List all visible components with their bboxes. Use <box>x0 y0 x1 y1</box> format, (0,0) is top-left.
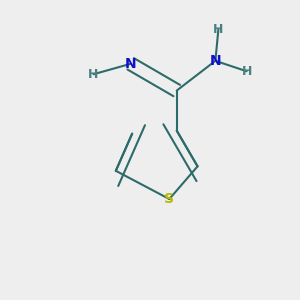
Text: N: N <box>210 54 221 68</box>
Text: N: N <box>125 57 136 71</box>
Text: H: H <box>88 68 99 81</box>
Text: S: S <box>164 192 174 206</box>
Text: H: H <box>213 23 224 36</box>
Text: H: H <box>242 65 252 78</box>
